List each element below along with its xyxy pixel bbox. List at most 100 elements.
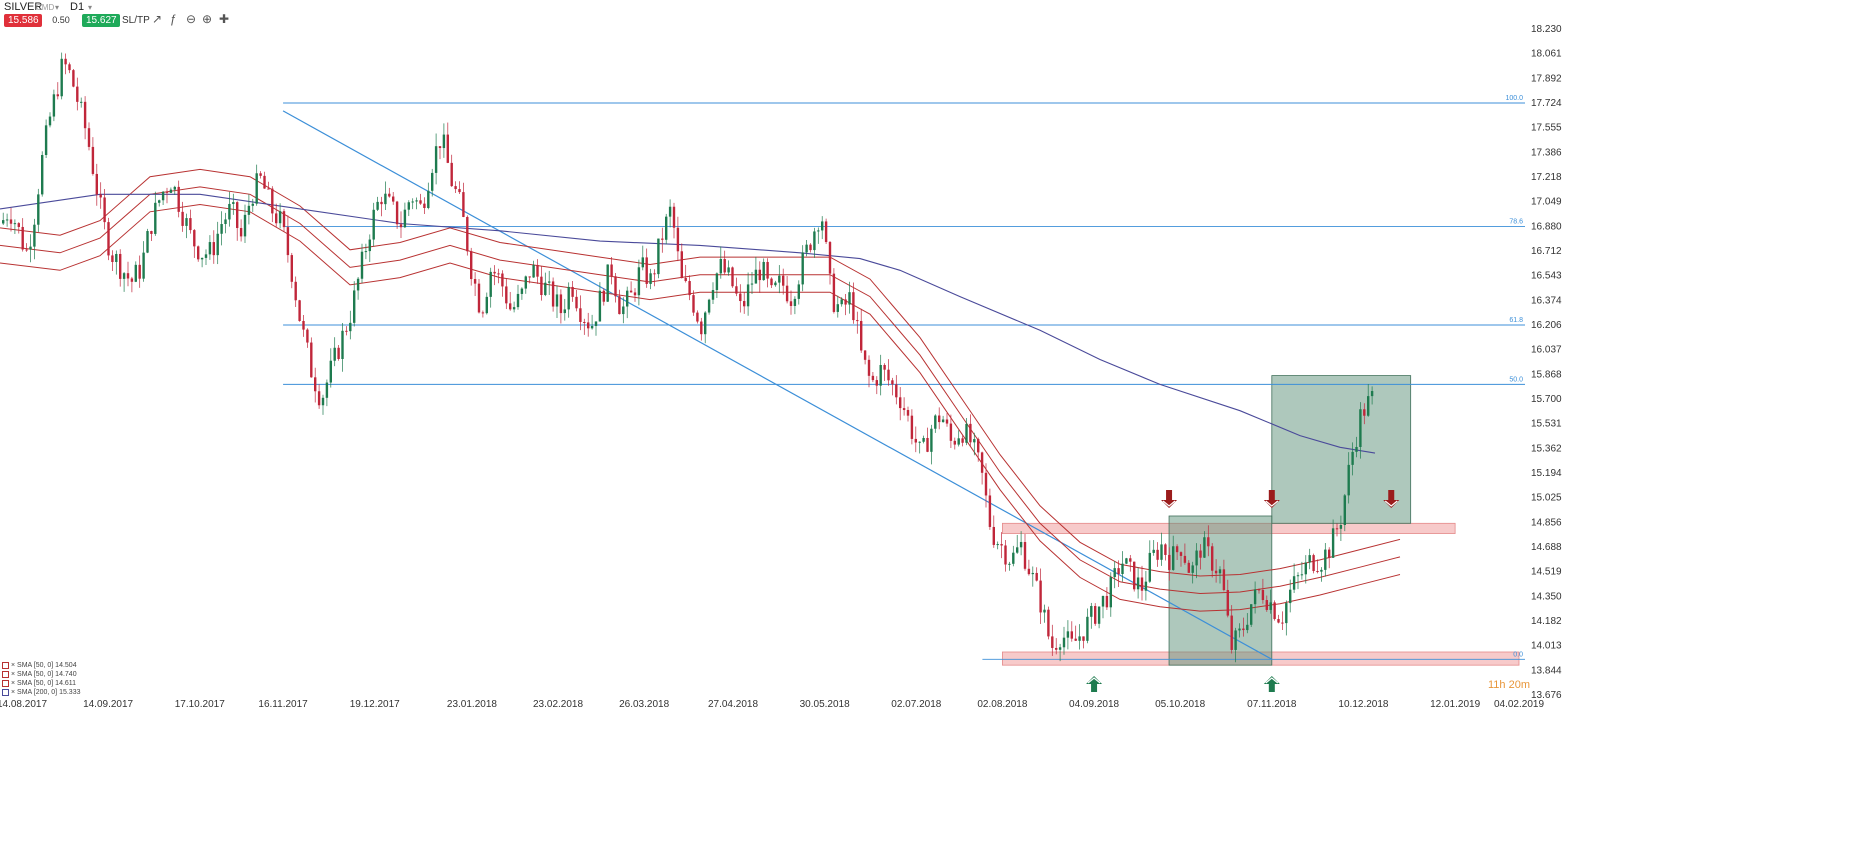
crosshair-icon[interactable]: ✚ (219, 12, 230, 26)
indicator-item-0[interactable]: × SMA [50, 0] 14.504 (2, 661, 80, 670)
candle-body (1211, 546, 1214, 571)
candle-body (567, 286, 570, 310)
zoom-in-icon[interactable]: ⊕ (202, 12, 213, 26)
trendline[interactable] (282, 110, 1273, 660)
sell-signal-chevron-2 (1162, 500, 1176, 507)
candle-body (489, 271, 492, 297)
candle-body (583, 321, 586, 323)
candle-body (376, 201, 379, 210)
candle-body (481, 312, 485, 314)
candle-body (598, 290, 602, 322)
candle-body (957, 438, 960, 445)
zoom-out-icon[interactable]: ⊖ (186, 12, 197, 26)
candle-body (76, 86, 79, 102)
candle-body (1164, 544, 1167, 555)
fib-layer: 100.0 78.6 61.8 50.0 0.0 (283, 95, 1525, 660)
timeframe-selector[interactable]: D1 (70, 1, 85, 13)
candle-body (1168, 554, 1171, 570)
candle-body (44, 125, 48, 155)
fib-level-label-4: 0.0 (1513, 651, 1523, 658)
y-tick-label-19: 15.025 (1531, 493, 1562, 504)
x-axis: 14.08.2017 14.09.2017 17.10.2017 16.11.2017… (0, 699, 1544, 710)
candle-body (789, 301, 793, 306)
y-tick-label-26: 13.844 (1531, 665, 1562, 676)
line-chart-icon[interactable]: ↗ (152, 12, 163, 26)
sma-line-1 (0, 186, 1401, 595)
candle-body (1250, 604, 1253, 625)
candle-body (411, 201, 414, 203)
candle-body (551, 281, 555, 307)
candle-body (185, 218, 188, 226)
lot-size-input[interactable]: 0.50 (52, 15, 70, 25)
candle-body (87, 128, 91, 147)
candle-body (462, 192, 465, 217)
candle-body (13, 223, 17, 225)
y-tick-label-13: 16.037 (1531, 345, 1562, 356)
candle-body (1292, 576, 1296, 590)
range-box-0[interactable] (1168, 515, 1273, 666)
indicator-item-2[interactable]: × SMA [50, 0] 14.611 (2, 679, 80, 688)
sell-button[interactable]: 15.586 (4, 14, 42, 27)
candle-body (988, 495, 992, 527)
indicators-icon[interactable]: ƒ (170, 12, 177, 26)
candle-body (1289, 589, 1292, 604)
candle-body (622, 306, 625, 315)
candle-body (774, 282, 777, 286)
candle-body (1097, 606, 1101, 624)
indicator-settings-icon[interactable] (2, 688, 9, 696)
indicator-remove-icon[interactable]: × (11, 671, 18, 678)
candle-body (1265, 600, 1268, 610)
indicator-remove-icon[interactable]: × (11, 689, 18, 696)
candle-body (60, 58, 63, 97)
indicator-item-1[interactable]: × SMA [50, 0] 14.740 (2, 670, 80, 679)
candle-body (828, 242, 832, 274)
candle-body (637, 267, 641, 296)
buy-button[interactable]: 15.627 (82, 14, 120, 27)
candle-body (1008, 563, 1011, 565)
candle-body (649, 273, 652, 284)
candle-body (52, 94, 56, 117)
candle-body (1359, 409, 1362, 447)
y-tick-label-12: 16.206 (1531, 320, 1562, 331)
indicator-remove-icon[interactable]: × (11, 662, 18, 669)
symbol-label[interactable]: SILVER (4, 1, 43, 13)
range-box-1[interactable] (1271, 375, 1412, 524)
candle-body (762, 261, 765, 281)
symbol-dropdown-icon[interactable]: ▾ (55, 3, 60, 12)
candle-body (805, 244, 808, 253)
candle-body (142, 252, 145, 279)
candle-body (618, 296, 621, 315)
candle-body (509, 303, 512, 310)
candle-body (1191, 565, 1194, 573)
indicator-settings-icon[interactable] (2, 679, 9, 687)
candle-body (325, 382, 329, 398)
candle-body (528, 276, 531, 278)
candle-body (938, 415, 941, 423)
x-tick-label-8: 27.04.2018 (708, 699, 758, 710)
x-tick-label-10: 02.07.2018 (891, 699, 941, 710)
candle-body (1296, 575, 1300, 577)
candle-body (1367, 396, 1370, 416)
candle-body (306, 329, 309, 343)
candle-body (1016, 547, 1019, 553)
candles-layer (2, 52, 1374, 663)
candle-body (758, 269, 761, 281)
candle-body (902, 408, 906, 411)
candle-body (1129, 558, 1132, 562)
candle-body (1304, 562, 1307, 575)
indicator-item-3[interactable]: × SMA [200, 0] 15.333 (2, 688, 80, 697)
timeframe-dropdown-icon[interactable]: ▾ (88, 3, 93, 12)
candle-body (1324, 549, 1327, 570)
candle-body (173, 186, 176, 190)
candle-body (310, 342, 313, 378)
candle-body (208, 242, 212, 255)
x-tick-label-9: 30.05.2018 (800, 699, 850, 710)
indicator-settings-icon[interactable] (2, 661, 9, 669)
candle-body (559, 294, 563, 314)
candle-body (392, 196, 395, 202)
candle-body (356, 278, 360, 291)
indicator-remove-icon[interactable]: × (11, 680, 18, 687)
sltp-button[interactable]: SL/TP (122, 15, 150, 26)
indicator-settings-icon[interactable] (2, 670, 9, 678)
